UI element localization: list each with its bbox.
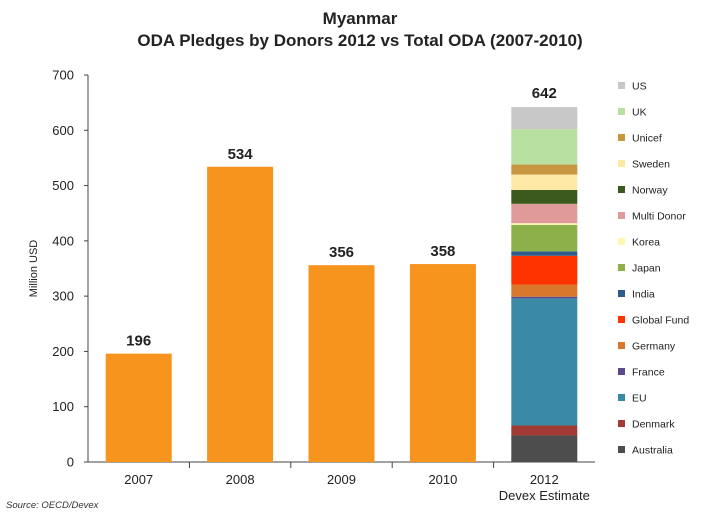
legend-label-global-fund: Global Fund xyxy=(632,315,689,327)
legend-label-eu: EU xyxy=(632,393,647,405)
bar-2009 xyxy=(308,265,375,462)
x-tick-label-2010: 2010 xyxy=(428,472,457,487)
legend-swatch-unicef xyxy=(618,134,625,141)
legend-label-germany: Germany xyxy=(632,341,676,353)
y-tick-label: 0 xyxy=(67,455,74,470)
legend-label-sweden: Sweden xyxy=(632,159,670,171)
x-tick-label-2008: 2008 xyxy=(226,472,255,487)
legend-swatch-uk xyxy=(618,108,625,115)
legend-swatch-korea xyxy=(618,238,625,245)
legend-label-uk: UK xyxy=(632,107,647,119)
stack-segment-australia xyxy=(511,435,578,462)
y-tick-label: 500 xyxy=(52,178,74,193)
bar-2007 xyxy=(105,353,172,462)
title-line-1: Myanmar xyxy=(322,9,398,28)
stack-segment-germany xyxy=(511,284,578,297)
legend-swatch-norway xyxy=(618,186,625,193)
source-note: Source: OECD/Devex xyxy=(6,500,99,511)
bar-2010 xyxy=(409,264,476,462)
stack-segment-denmark xyxy=(511,425,578,436)
y-tick-label: 600 xyxy=(52,123,74,138)
stack-segment-global-fund xyxy=(511,255,578,285)
bar-2008 xyxy=(207,166,274,462)
legend-label-us: US xyxy=(632,81,647,93)
stack-segment-unicef xyxy=(511,164,578,175)
stack-segment-eu xyxy=(511,298,578,426)
legend-swatch-india xyxy=(618,290,625,297)
legend-label-india: India xyxy=(632,289,655,301)
x-tick-label-2009: 2009 xyxy=(327,472,356,487)
y-tick-label: 400 xyxy=(52,233,74,248)
legend-swatch-germany xyxy=(618,342,625,349)
stack-segment-us xyxy=(511,107,578,130)
y-tick-label: 100 xyxy=(52,399,74,414)
y-tick-label: 200 xyxy=(52,344,74,359)
stack-segment-india xyxy=(511,251,578,256)
legend-label-norway: Norway xyxy=(632,185,668,197)
legend-swatch-multi-donor xyxy=(618,212,625,219)
legend-swatch-eu xyxy=(618,394,625,401)
legend-label-korea: Korea xyxy=(632,237,660,249)
legend-label-unicef: Unicef xyxy=(632,133,662,145)
y-tick-label: 700 xyxy=(52,68,74,83)
stack-segment-norway xyxy=(511,189,578,204)
y-tick-label: 300 xyxy=(52,289,74,304)
chart-title: Myanmar ODA Pledges by Donors 2012 vs To… xyxy=(0,8,720,52)
legend-swatch-japan xyxy=(618,264,625,271)
data-label-2008: 534 xyxy=(228,146,254,163)
legend-swatch-denmark xyxy=(618,420,625,427)
data-label-2007: 196 xyxy=(126,333,151,350)
title-line-2: ODA Pledges by Donors 2012 vs Total ODA … xyxy=(137,31,583,50)
data-label-2009: 356 xyxy=(329,244,354,261)
x-tick-label-2007: 2007 xyxy=(124,472,153,487)
stack-segment-uk xyxy=(511,129,578,165)
legend-label-japan: Japan xyxy=(632,263,661,275)
legend-swatch-sweden xyxy=(618,160,625,167)
legend-label-denmark: Denmark xyxy=(632,419,675,431)
data-label-2012: 642 xyxy=(532,85,557,102)
legend-swatch-us xyxy=(618,82,625,89)
data-label-2010: 358 xyxy=(430,243,455,260)
stack-segment-korea xyxy=(511,223,578,225)
legend-swatch-france xyxy=(618,368,625,375)
x-tick-label-2012-line-1: 2012 xyxy=(530,472,559,487)
stack-segment-france xyxy=(511,296,578,299)
legend-label-multi-donor: Multi Donor xyxy=(632,211,686,223)
stack-segment-multi-donor xyxy=(511,203,578,224)
x-tick-label-2012-line-2: Devex Estimate xyxy=(499,488,590,503)
legend-label-australia: Australia xyxy=(632,445,673,457)
legend-swatch-australia xyxy=(618,446,625,453)
stack-segment-japan xyxy=(511,224,578,252)
stack-segment-sweden xyxy=(511,174,578,190)
legend-label-france: France xyxy=(632,367,665,379)
legend-swatch-global-fund xyxy=(618,316,625,323)
y-axis-title: Million USD xyxy=(28,240,40,298)
